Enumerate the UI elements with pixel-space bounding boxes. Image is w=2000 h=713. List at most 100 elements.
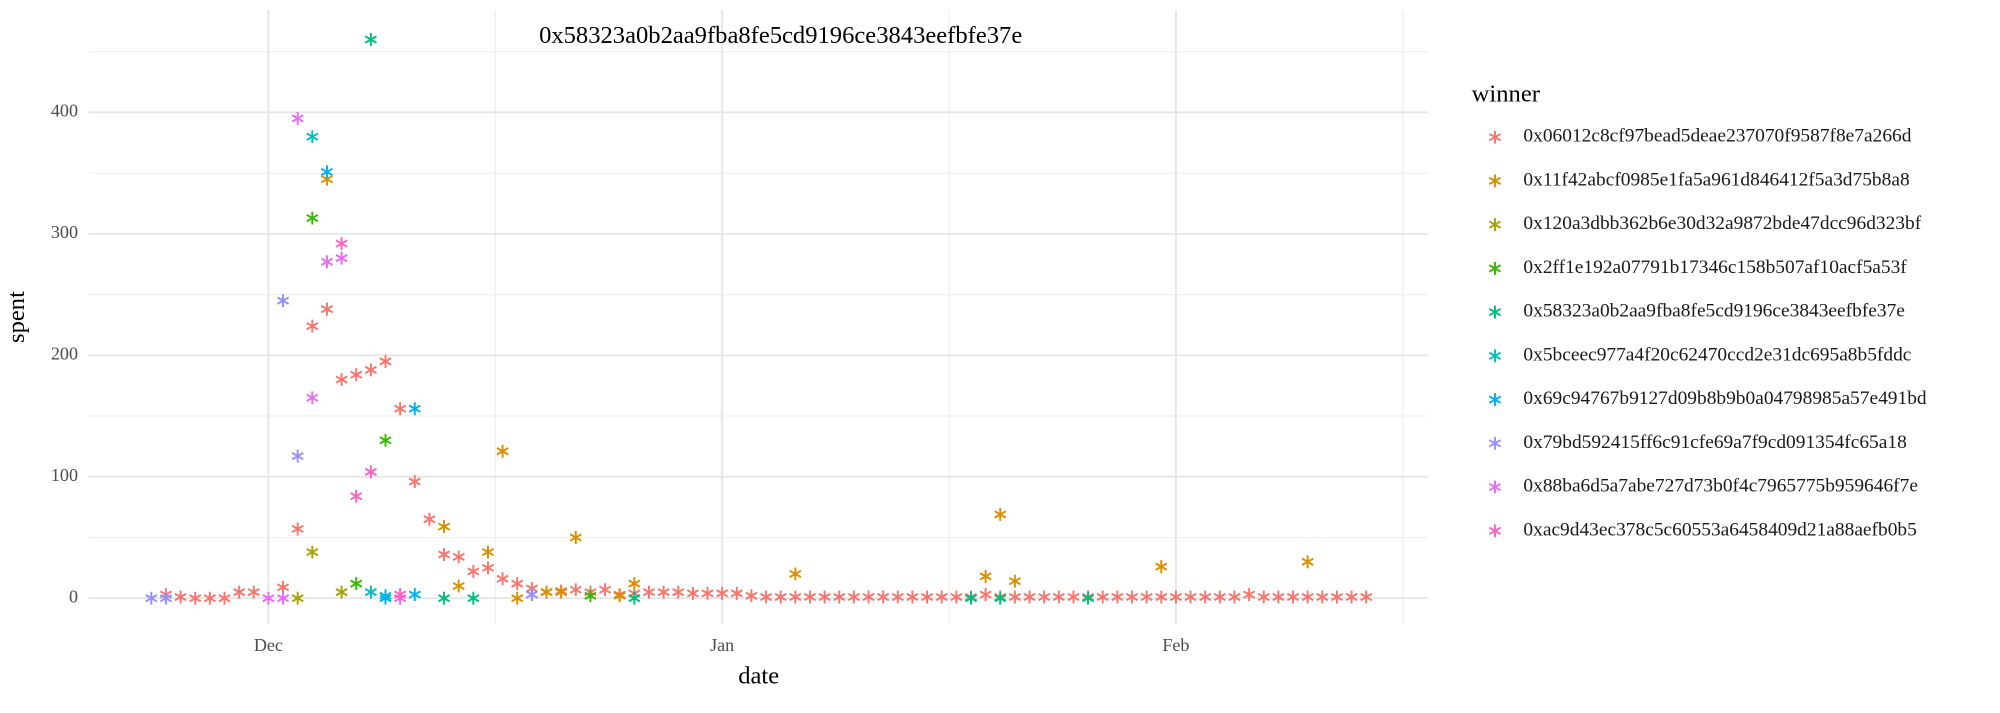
point	[1111, 590, 1124, 604]
point	[306, 319, 319, 333]
point	[1257, 590, 1270, 604]
point	[979, 569, 992, 583]
legend-label: 0x11f42abcf0985e1fa5a961d846412f5a3d75b8…	[1523, 169, 1909, 190]
point	[496, 572, 509, 586]
point	[262, 591, 275, 605]
point	[276, 591, 290, 605]
point	[891, 590, 904, 604]
point	[862, 590, 875, 604]
point	[701, 586, 714, 600]
legend-symbol	[1488, 349, 1502, 363]
point	[408, 588, 421, 602]
point	[291, 591, 304, 605]
point	[569, 531, 582, 544]
legend-symbol	[1488, 393, 1502, 407]
legend-label: 0x58323a0b2aa9fba8fe5cd9196ce3843eefbfe3…	[1523, 301, 1905, 322]
point	[745, 589, 758, 603]
point	[1360, 590, 1373, 604]
point	[803, 590, 817, 604]
point	[320, 165, 334, 179]
point	[1067, 590, 1080, 604]
point	[1096, 590, 1109, 604]
point	[437, 548, 451, 561]
point	[320, 302, 334, 316]
point	[525, 588, 538, 602]
legend-label: 0x69c94767b9127d09b8b9b0a04798985a57e491…	[1523, 388, 1926, 409]
point	[452, 550, 465, 564]
point	[1184, 590, 1197, 604]
point	[1169, 590, 1183, 604]
annotation: 0x58323a0b2aa9fba8fe5cd9196ce3843eefbfe3…	[539, 22, 1022, 49]
legend-label: 0x06012c8cf97bead5deae237070f9587f8e7a26…	[1523, 126, 1911, 147]
point	[1199, 590, 1212, 604]
point	[189, 591, 202, 605]
point	[1286, 590, 1300, 604]
legend-title: winner	[1472, 80, 1540, 107]
point	[847, 590, 860, 604]
y-axis-label: spent	[3, 291, 30, 343]
legend-label: 0x5bceec977a4f20c62470ccd2e31dc695a8b5fd…	[1523, 344, 1911, 365]
point	[979, 588, 992, 602]
point	[877, 590, 890, 604]
point	[598, 583, 612, 597]
point	[642, 585, 656, 599]
point	[291, 522, 304, 536]
point	[291, 111, 304, 125]
legend-label: 0x88ba6d5a7abe727d73b0f4c7965775b959646f…	[1523, 476, 1918, 497]
point	[408, 402, 421, 416]
point	[467, 565, 480, 578]
point	[657, 585, 670, 599]
point	[818, 590, 831, 604]
point	[306, 391, 319, 405]
point	[1155, 590, 1168, 604]
legend-label: 0x2ff1e192a07791b17346c158b507af10acf5a5…	[1523, 257, 1907, 278]
point	[335, 251, 348, 265]
point	[774, 590, 787, 604]
point	[964, 591, 978, 605]
point	[276, 294, 290, 308]
point	[335, 237, 348, 251]
point	[218, 591, 231, 605]
point	[350, 489, 363, 503]
point	[423, 512, 436, 526]
legend-symbol	[1488, 261, 1502, 275]
point	[364, 465, 377, 479]
point	[306, 545, 319, 559]
y-tick-label: 400	[51, 101, 78, 121]
point	[394, 402, 407, 416]
legend-label: 0x120a3dbb362b6e30d32a9872bde47dcc96d323…	[1523, 213, 1921, 234]
point	[1345, 590, 1358, 604]
point	[364, 363, 377, 377]
point	[994, 591, 1007, 605]
legend-symbol	[1488, 436, 1502, 450]
point	[833, 590, 846, 604]
legend-label: 0x79bd592415ff6c91cfe69a7f9cd091354fc65a…	[1523, 432, 1906, 453]
point	[306, 130, 319, 144]
point	[437, 591, 451, 605]
point	[789, 567, 802, 581]
point	[1228, 590, 1241, 604]
point	[335, 585, 348, 599]
point	[1008, 574, 1021, 588]
point	[159, 591, 173, 605]
point	[789, 590, 802, 604]
point	[291, 449, 304, 463]
point	[481, 561, 495, 575]
point	[569, 583, 582, 597]
x-tick-label: Feb	[1162, 635, 1189, 655]
y-tick-label: 300	[51, 222, 78, 242]
point	[496, 444, 509, 458]
point	[686, 586, 699, 600]
point	[716, 586, 729, 600]
point	[1272, 590, 1285, 604]
y-tick-label: 200	[51, 343, 78, 363]
point	[672, 585, 685, 599]
point	[350, 577, 363, 591]
point	[950, 590, 963, 604]
y-tick-label: 100	[51, 465, 78, 485]
point	[994, 507, 1007, 521]
point	[247, 585, 260, 599]
legend-label: 0xac9d43ec378c5c60553a6458409d21a88aefb0…	[1523, 519, 1916, 540]
point	[1140, 590, 1153, 604]
